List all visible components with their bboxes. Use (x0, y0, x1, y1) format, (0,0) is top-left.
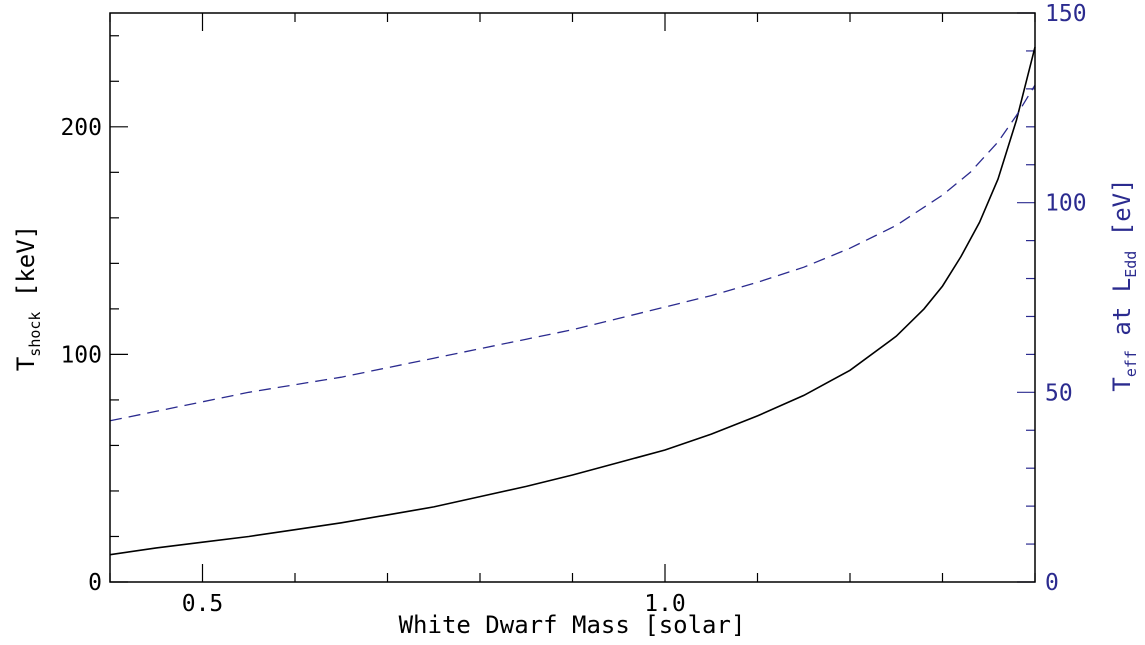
y-left-tick-label: 0 (88, 570, 102, 596)
y-right-label-sub: eff (1122, 350, 1140, 377)
tick-labels: 0.5 1.0 0 100 200 0 50 100 150 (60, 1, 1086, 617)
y-axis-left-label: Tshock [keV] (12, 225, 44, 371)
y-right-tick-label: 0 (1045, 570, 1059, 596)
series-teff-line (109, 84, 1036, 422)
y-right-tick-label: 150 (1045, 1, 1087, 27)
plot-frame (109, 12, 1036, 583)
y-right-label-main: T (1108, 377, 1136, 391)
series-tshock-line (109, 46, 1036, 556)
y-left-tick-label: 100 (60, 342, 102, 368)
y-right-label-sub2: Edd (1122, 251, 1140, 278)
y-right-label-unit: [eV] (1108, 178, 1136, 250)
y-right-label-mid: at L (1108, 278, 1136, 350)
y-right-tick-label: 100 (1045, 191, 1087, 217)
tick-marks (109, 12, 1036, 583)
y-right-tick-label: 50 (1045, 380, 1073, 406)
y-left-label-unit: [keV] (12, 225, 40, 312)
x-tick-label: 1.0 (644, 591, 686, 617)
y-left-label-main: T (12, 357, 40, 371)
x-axis-label: White Dwarf Mass [solar] (399, 611, 746, 639)
y-left-tick-label: 200 (60, 115, 102, 141)
x-tick-label: 0.5 (182, 591, 224, 617)
series-lines (109, 46, 1036, 556)
y-left-label-sub: shock (26, 312, 44, 357)
y-axis-right-label: Teff at LEdd [eV] (1108, 178, 1140, 391)
